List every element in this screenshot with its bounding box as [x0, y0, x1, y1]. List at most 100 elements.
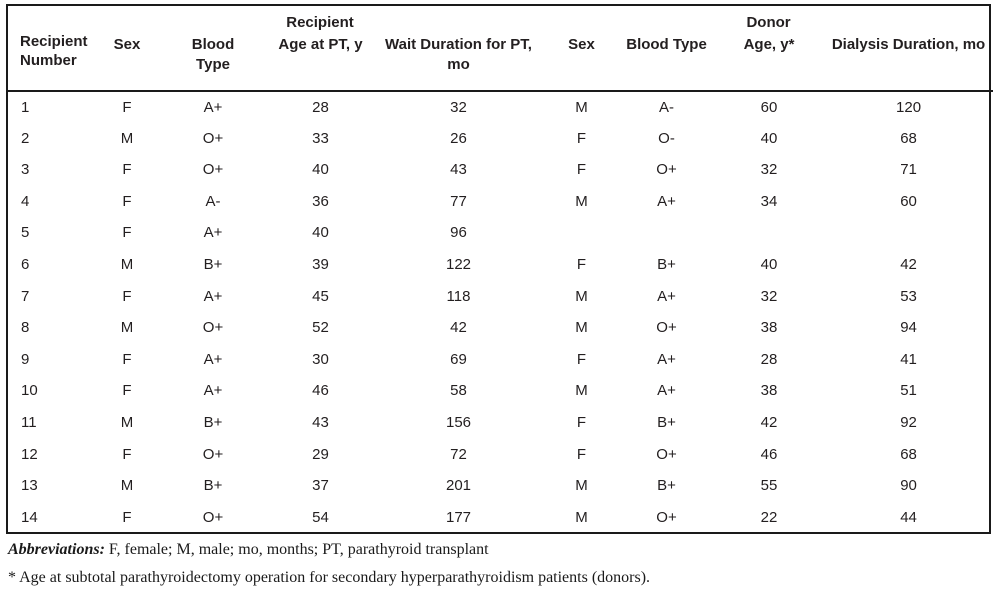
cell: 46: [760, 445, 778, 463]
cell: 177: [445, 508, 472, 526]
cell: M: [120, 414, 134, 432]
table-row: 14 F O+ 54 177 M O+ 22 44: [8, 502, 993, 534]
cell: A+: [657, 192, 676, 210]
col-header-wait-duration: Wait Duration for PT, mo: [373, 32, 545, 92]
cell: 68: [900, 129, 917, 147]
col-header-dialysis-duration: Dialysis Duration, mo: [824, 32, 994, 92]
cell: M: [575, 382, 588, 400]
cell: F: [576, 129, 587, 147]
age-footnote: * Age at subtotal parathyroidectomy oper…: [8, 568, 651, 586]
cell: B+: [203, 477, 223, 495]
table-row: 9 F A+ 30 69 F A+ 28 41: [8, 344, 993, 376]
cell: M: [575, 508, 588, 526]
cell: F: [576, 256, 587, 274]
cell: A+: [203, 98, 223, 116]
cell: 94: [900, 319, 917, 337]
cell: M: [120, 129, 134, 147]
recipient-number-cell: 6: [21, 256, 30, 274]
cell: O+: [202, 445, 224, 463]
cell: M: [575, 192, 588, 210]
group-header-donor: Donor: [746, 14, 791, 31]
corner-header-recipient-number: Recipient Number: [8, 6, 96, 92]
group-header-row: Recipient Number Recipient Donor: [8, 6, 993, 92]
cell: A+: [203, 224, 223, 242]
cell: 41: [900, 350, 917, 368]
cell: A+: [203, 382, 223, 400]
cell: O+: [202, 161, 224, 179]
abbreviations-label: Abbreviations:: [8, 541, 105, 558]
cell: A+: [657, 382, 676, 400]
cell: O+: [202, 129, 224, 147]
cell: 29: [312, 445, 329, 463]
col-header-donor-age: Age, y*: [714, 32, 825, 92]
cell: 58: [450, 382, 467, 400]
cell: 60: [760, 98, 778, 116]
col-header-donor-sex: Sex: [544, 32, 620, 92]
cell: 42: [760, 414, 778, 432]
cell: 22: [760, 508, 778, 526]
table-header: Recipient Number Recipient Donor Sex Blo…: [8, 6, 994, 92]
cell: B+: [657, 477, 676, 495]
cell: M: [120, 256, 134, 274]
abbreviations-note: Abbreviations: F, female; M, male; mo, m…: [8, 541, 650, 559]
cell: B+: [203, 414, 223, 432]
cell: 39: [312, 256, 329, 274]
recipient-number-cell: 5: [21, 224, 30, 242]
cell: O+: [656, 508, 677, 526]
cell: F: [122, 382, 132, 400]
cell: F: [576, 350, 587, 368]
table-row: 4 F A- 36 77 M A+ 34 60: [8, 186, 993, 218]
cell: 52: [312, 319, 329, 337]
table-row: 11 M B+ 43 156 F B+ 42 92: [8, 407, 993, 439]
cell: 38: [760, 319, 778, 337]
recipient-number-cell: 10: [21, 382, 38, 400]
cell: F: [122, 224, 132, 242]
cell: 37: [312, 477, 329, 495]
cell: 68: [900, 445, 917, 463]
cell: F: [122, 350, 132, 368]
cell: 38: [760, 382, 778, 400]
recipient-number-cell: 9: [21, 350, 30, 368]
cell: O+: [202, 319, 224, 337]
table-row: 13 M B+ 37 201 M B+ 55 90: [8, 470, 993, 502]
table-row: 12 F O+ 29 72 F O+ 46 68: [8, 438, 993, 470]
cell: A-: [205, 192, 221, 210]
cell: 120: [896, 98, 922, 116]
cell: M: [575, 98, 588, 116]
cell: 32: [450, 98, 467, 116]
cell: 36: [312, 192, 329, 210]
cell: 46: [312, 382, 329, 400]
cell: 45: [312, 287, 329, 305]
cell: 54: [312, 508, 329, 526]
cell: 118: [446, 287, 471, 305]
cell: M: [120, 319, 134, 337]
transplant-table-box: Recipient Number Recipient Donor Sex Blo…: [6, 4, 994, 534]
cell: B+: [657, 414, 676, 432]
cell: 40: [312, 161, 329, 179]
recipient-number-cell: 8: [21, 319, 30, 337]
cell: A+: [203, 287, 223, 305]
footnotes: Abbreviations: F, female; M, male; mo, m…: [8, 541, 650, 594]
column-header-row: Sex Blood Type Age at PT, y Wait Duratio…: [8, 32, 994, 92]
table-row: 1 F A+ 28 32 M A- 60 120: [8, 91, 993, 123]
cell: 90: [900, 477, 917, 495]
cell: 43: [312, 414, 329, 432]
cell: 44: [900, 508, 917, 526]
cell: 42: [450, 319, 467, 337]
transplant-table: Recipient Number Recipient Donor Sex Blo…: [8, 6, 994, 534]
cell: F: [122, 508, 132, 526]
cell: 96: [450, 224, 467, 242]
recipient-number-cell: 4: [21, 192, 30, 210]
cell: 30: [312, 350, 329, 368]
cell: 92: [900, 414, 917, 432]
cell: 42: [900, 256, 917, 274]
cell: M: [120, 477, 134, 495]
cell: 40: [760, 129, 778, 147]
col-header-age-at-pt: Age at PT, y: [268, 32, 373, 92]
col-header-donor-blood-type: Blood Type: [619, 32, 715, 92]
cell: 33: [312, 129, 329, 147]
cell: 201: [445, 477, 472, 495]
table-row: 2 M O+ 33 26 F O- 40 68: [8, 122, 993, 154]
table-row: 8 M O+ 52 42 M O+ 38 94: [8, 312, 993, 344]
cell: M: [575, 319, 588, 337]
